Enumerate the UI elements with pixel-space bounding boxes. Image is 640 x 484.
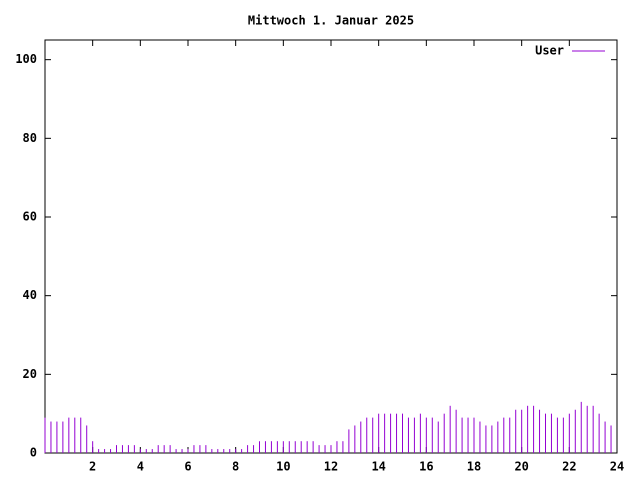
x-tick-label: 16	[419, 460, 433, 474]
x-tick-label: 22	[562, 460, 576, 474]
x-tick-label: 4	[137, 460, 144, 474]
x-tick-label: 2	[89, 460, 96, 474]
y-tick-label: 60	[23, 210, 37, 224]
plot-border	[44, 39, 618, 454]
x-tick-label: 24	[610, 460, 624, 474]
x-tick-label: 14	[371, 460, 385, 474]
x-tick-label: 20	[514, 460, 528, 474]
x-tick-label: 12	[324, 460, 338, 474]
y-tick-label: 40	[23, 288, 37, 302]
y-tick-label: 20	[23, 367, 37, 381]
x-tick-label: 6	[184, 460, 191, 474]
chart-title: Mittwoch 1. Januar 2025	[248, 14, 414, 28]
x-tick-label: 18	[467, 460, 481, 474]
y-tick-label: 80	[23, 131, 37, 145]
legend-label: User	[535, 44, 564, 58]
y-tick-label: 0	[30, 446, 37, 460]
x-tick-label: 8	[232, 460, 239, 474]
y-tick-label: 100	[15, 52, 37, 66]
x-tick-label: 10	[276, 460, 290, 474]
